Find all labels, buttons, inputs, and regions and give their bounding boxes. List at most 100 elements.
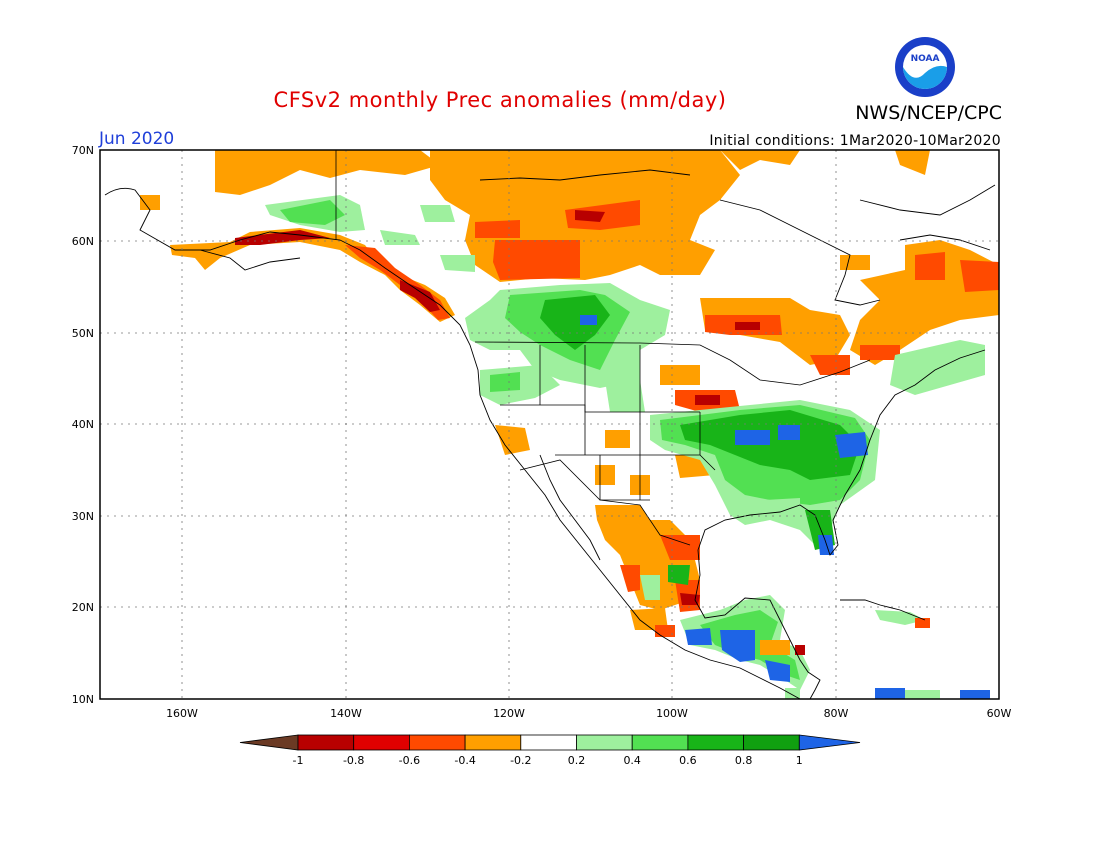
anomaly-region	[630, 608, 668, 630]
latitude-labels: 70N 60N 50N 40N 30N 20N 10N	[72, 144, 94, 706]
gridlines	[100, 150, 999, 699]
anomaly-region	[735, 322, 760, 330]
anomaly-region	[400, 280, 440, 312]
organization-label: NWS/NCEP/CPC	[855, 102, 1002, 124]
anomaly-region	[605, 430, 630, 448]
anomaly-region	[668, 565, 690, 585]
colorbar-tick-label: 0.6	[679, 754, 697, 767]
colorbar-box	[297, 734, 355, 751]
plot-frame	[99, 149, 1000, 700]
anomaly-region	[720, 150, 800, 170]
colorbar-box	[687, 734, 745, 751]
anomaly-region	[915, 252, 945, 280]
anomaly-region	[915, 618, 930, 628]
anomaly-region	[595, 505, 700, 610]
anomaly-region	[818, 535, 834, 555]
anomaly-region	[493, 240, 580, 280]
colorbar-box	[464, 734, 522, 751]
colorbar-left-arrow	[239, 734, 299, 751]
colorbar-box	[408, 734, 466, 751]
anomaly-region	[235, 230, 330, 245]
anomaly-region	[475, 220, 520, 238]
lon-label: 140W	[330, 707, 362, 720]
anomaly-region	[905, 690, 940, 699]
anomaly-region	[280, 200, 345, 225]
colorbar-tick-label: 0.2	[568, 754, 586, 767]
colorbar-tick-label: -0.4	[454, 754, 475, 767]
colorbar-box	[576, 734, 633, 751]
valid-month-label: Jun 2020	[99, 129, 175, 149]
anomaly-region	[860, 345, 900, 360]
colorbar-tick-label: 0.8	[735, 754, 753, 767]
anomaly-region	[760, 640, 790, 655]
anomaly-region	[960, 260, 999, 292]
lat-label: 60N	[72, 235, 94, 248]
anomaly-region	[720, 630, 755, 662]
noaa-logo-text: NOAA	[911, 54, 940, 64]
anomaly-region	[778, 425, 800, 440]
anomaly-region	[575, 210, 605, 222]
anomaly-region	[890, 340, 985, 395]
anomaly-region	[695, 395, 720, 405]
initial-conditions-label: Initial conditions: 1Mar2020-10Mar2020	[709, 133, 1001, 149]
anomaly-region	[875, 610, 925, 625]
anomaly-region	[840, 255, 870, 270]
lon-label: 80W	[824, 707, 849, 720]
anomaly-region	[380, 230, 420, 245]
anomaly-region	[140, 195, 160, 210]
anomaly-region	[440, 255, 475, 272]
lon-label: 60W	[987, 707, 1012, 720]
anomaly-region	[785, 688, 800, 699]
colorbar-tick-label: 1	[796, 754, 803, 767]
colorbar-box	[520, 734, 577, 751]
anomaly-region	[215, 150, 440, 195]
anomaly-region	[605, 380, 645, 412]
colorbar-tick-label: -0.8	[343, 754, 364, 767]
colorbar-tick-label: 0.4	[623, 754, 641, 767]
anomaly-region	[680, 593, 700, 605]
chart-title: CFSv2 monthly Prec anomalies (mm/day)	[273, 88, 727, 112]
anomaly-region	[655, 625, 675, 637]
colorbar-tick-label: -0.2	[510, 754, 531, 767]
anomaly-region	[835, 432, 868, 458]
anomaly-region	[765, 660, 790, 682]
lat-label: 30N	[72, 510, 94, 523]
anomaly-region	[420, 205, 455, 222]
anomaly-region	[795, 645, 805, 655]
noaa-logo: NOAA	[895, 37, 955, 97]
lat-label: 70N	[72, 144, 94, 157]
anomaly-region	[640, 575, 660, 600]
anomaly-region	[765, 498, 800, 520]
political-borders	[335, 150, 871, 546]
anomaly-region	[960, 690, 990, 699]
lon-label: 120W	[493, 707, 525, 720]
anomaly-region	[540, 295, 610, 350]
anomaly-region	[595, 465, 615, 485]
anomaly-region	[620, 565, 640, 592]
colorbar-right-arrow	[798, 734, 861, 751]
lon-label: 160W	[166, 707, 198, 720]
coastlines	[104, 169, 996, 700]
anomaly-region	[660, 535, 700, 560]
colorbar-box	[353, 734, 410, 751]
lat-label: 50N	[72, 327, 94, 340]
colorbar-tick-label: -1	[293, 754, 304, 767]
anomaly-region	[495, 425, 530, 455]
colorbar-box	[631, 734, 689, 751]
anomaly-region	[735, 430, 770, 445]
longitude-labels: 160W 140W 120W 100W 80W 60W	[166, 707, 1011, 720]
colorbar-tick-label: -0.6	[399, 754, 420, 767]
lat-label: 40N	[72, 418, 94, 431]
anomaly-region	[490, 372, 520, 392]
anomaly-region	[580, 315, 597, 325]
anomaly-region	[850, 240, 999, 365]
anomaly-region	[875, 688, 905, 699]
anomaly-region	[660, 365, 700, 385]
anomaly-region	[810, 355, 850, 375]
anomaly-region	[895, 150, 930, 175]
colorbar: -1 -0.8 -0.6 -0.4 -0.2 0.2 0.4 0.6 0.8 1	[239, 734, 861, 767]
lon-label: 100W	[656, 707, 688, 720]
colorbar-box	[743, 734, 800, 751]
lat-label: 10N	[72, 693, 94, 706]
